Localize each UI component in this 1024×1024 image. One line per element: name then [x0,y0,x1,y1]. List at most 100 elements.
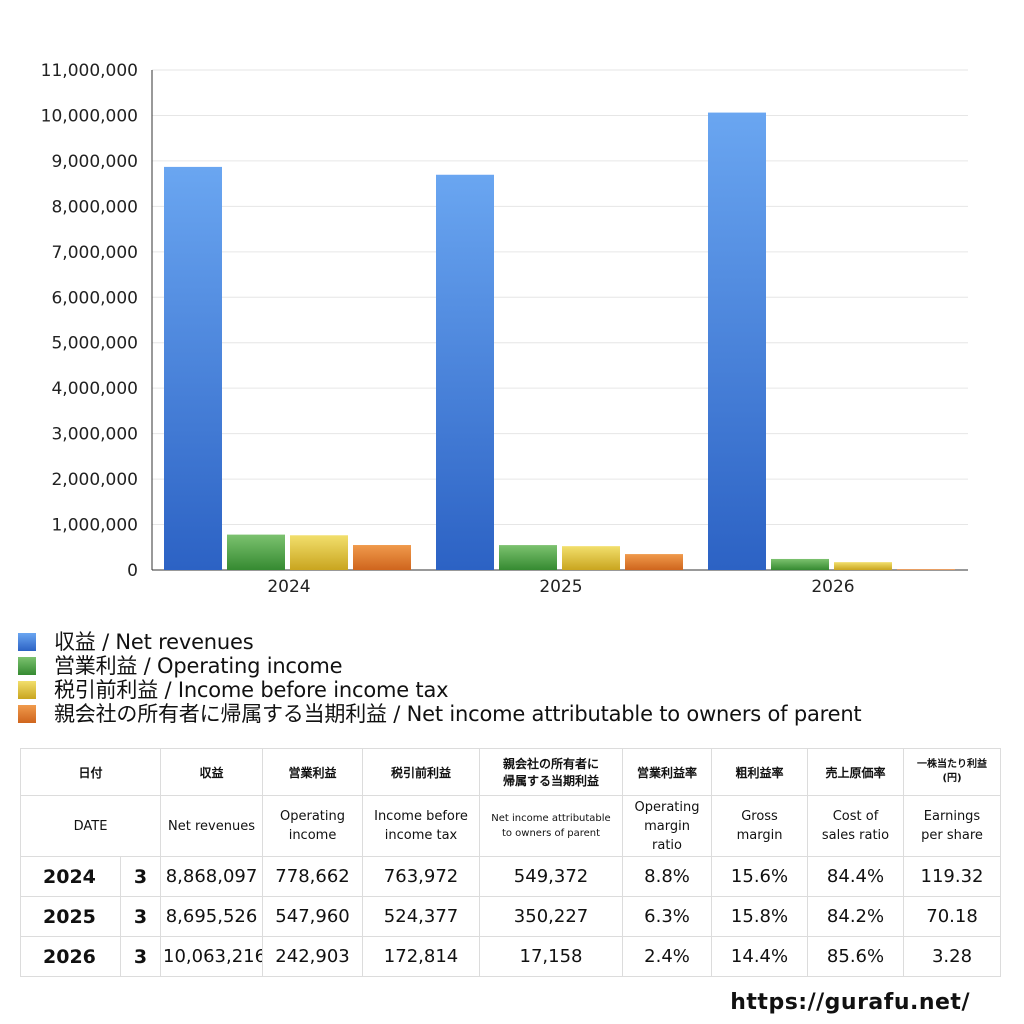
bar-chart: 0 1,000,000 2,000,000 3,000,000 4,000,000 5,0… [41,61,968,597]
legend-item-operating-income: 営業利益 / Operating income [18,654,1008,678]
header-cost-jp: 売上原価率 [807,748,905,796]
header-net-en: Net income attributable to owners of pare… [479,795,624,857]
cell-net: 549,372 [479,856,624,897]
x-tick-label: 2024 [267,577,310,597]
cell-gross: 15.8% [711,896,809,937]
cell-gross: 14.4% [711,936,809,977]
header-cost-en-line2: sales ratio [821,828,890,843]
table-row: 2026 3 10,063,216 242,903 172,814 17,158… [20,936,1002,977]
bar [708,112,766,571]
y-tick-label: 10,000,000 [41,106,138,126]
header-op-margin-en-line2: margin [644,818,690,834]
header-pretax-en-line2: income tax [384,828,458,843]
header-op-margin-en: Operating margin ratio [622,795,713,857]
cell-year: 2026 [20,936,121,977]
legend-label: 営業利益 / Operating income [54,654,343,678]
legend-label: 税引前利益 / Income before income tax [54,678,449,702]
bar [290,535,348,570]
legend-label: 収益 / Net revenues [54,630,254,654]
header-cost-en-line1: Cost of [832,809,879,824]
cell-gross: 15.6% [711,856,809,897]
y-tick-label: 4,000,000 [51,379,138,399]
cell-net: 350,227 [479,896,624,937]
y-tick-label: 2,000,000 [51,470,138,490]
x-tick-label: 2025 [539,577,582,597]
bar [834,562,892,570]
cell-eps: 119.32 [903,856,1002,897]
header-gross-jp: 粗利益率 [711,748,809,796]
footer-url[interactable]: https://gurafu.net/ [730,990,970,1015]
cell-operating: 242,903 [262,936,364,977]
cell-revenue: 8,695,526 [160,896,264,937]
bar [562,546,620,570]
cell-operating: 547,960 [262,896,364,937]
cell-year: 2025 [20,896,121,937]
header-revenue-en: Net revenues [160,795,264,857]
bar [164,166,222,571]
header-operating-en-line2: income [288,828,337,843]
header-eps-jp-line2: (円) [942,773,962,784]
cell-revenue: 8,868,097 [160,856,264,897]
cell-operating: 778,662 [262,856,364,897]
bar [771,558,829,570]
cell-revenue: 10,063,216 [160,936,264,977]
financial-data-table: 日付 収益 営業利益 税引前利益 親会社の所有者に 帰属する当期利益 営業利益率 … [19,748,1002,977]
cell-cost: 84.4% [807,856,905,897]
header-op-margin-en-line3: ratio [652,837,682,853]
header-revenue-jp: 収益 [160,748,264,796]
legend-item-net-revenues: 収益 / Net revenues [18,630,1008,654]
header-operating-jp: 営業利益 [262,748,364,796]
cell-month: 3 [119,856,162,897]
bar [897,569,955,570]
bar [436,174,494,570]
header-net-en-line1: Net income attributable [491,813,611,824]
bar [625,554,683,570]
y-tick-label: 1,000,000 [51,516,138,536]
header-gross-en-line1: Gross [741,809,778,824]
header-gross-en: Gross margin [711,795,809,857]
cell-op-margin: 6.3% [622,896,713,937]
header-net-jp-line2: 帰属する当期利益 [503,774,600,788]
header-eps-en-line2: per share [921,828,983,843]
header-cost-en: Cost of sales ratio [807,795,905,857]
y-tick-label: 8,000,000 [51,197,138,217]
y-tick-label: 7,000,000 [51,243,138,263]
cell-month: 3 [119,936,162,977]
bar [227,534,285,570]
table-header-row-en: DATE Net revenues Operating income Income… [19,795,1002,857]
y-tick-label: 6,000,000 [51,288,138,308]
cell-eps: 70.18 [903,896,1002,937]
header-net-en-line2: to owners of parent [501,828,601,839]
cell-eps: 3.28 [903,936,1002,977]
header-eps-jp: 一株当たり利益 (円) [903,748,1002,796]
bar [353,545,411,570]
legend-item-income-before-tax: 税引前利益 / Income before income tax [18,678,1008,702]
table-row: 2025 3 8,695,526 547,960 524,377 350,227… [20,896,1002,937]
cell-year: 2024 [20,856,121,897]
legend-item-net-income: 親会社の所有者に帰属する当期利益 / Net income attributab… [18,702,1008,726]
header-eps-en: Earnings per share [903,795,1002,857]
y-tick-label: 3,000,000 [51,425,138,445]
cell-net: 17,158 [479,936,624,977]
x-tick-label: 2026 [811,577,854,597]
header-operating-en: Operating income [262,795,364,857]
header-pretax-en-line1: Income before [374,809,468,824]
table-row: 2024 3 8,868,097 778,662 763,972 549,372… [20,856,1002,897]
header-eps-jp-line1: 一株当たり利益 [917,759,988,770]
header-gross-en-line2: margin [736,828,783,843]
cell-month: 3 [119,896,162,937]
y-tick-label: 0 [127,561,138,581]
header-op-margin-jp: 営業利益率 [622,748,713,796]
y-tick-label: 5,000,000 [51,334,138,354]
header-operating-en-line1: Operating [280,809,346,824]
header-net-jp: 親会社の所有者に 帰属する当期利益 [479,748,624,796]
header-date-jp: 日付 [19,748,162,796]
cell-cost: 84.2% [807,896,905,937]
chart-legend: 収益 / Net revenues 営業利益 / Operating incom… [18,630,1008,726]
cell-cost: 85.6% [807,936,905,977]
cell-pretax: 524,377 [362,896,481,937]
bar [499,545,557,570]
legend-swatch-net-revenues [18,633,36,651]
header-pretax-jp: 税引前利益 [362,748,481,796]
cell-op-margin: 2.4% [622,936,713,977]
